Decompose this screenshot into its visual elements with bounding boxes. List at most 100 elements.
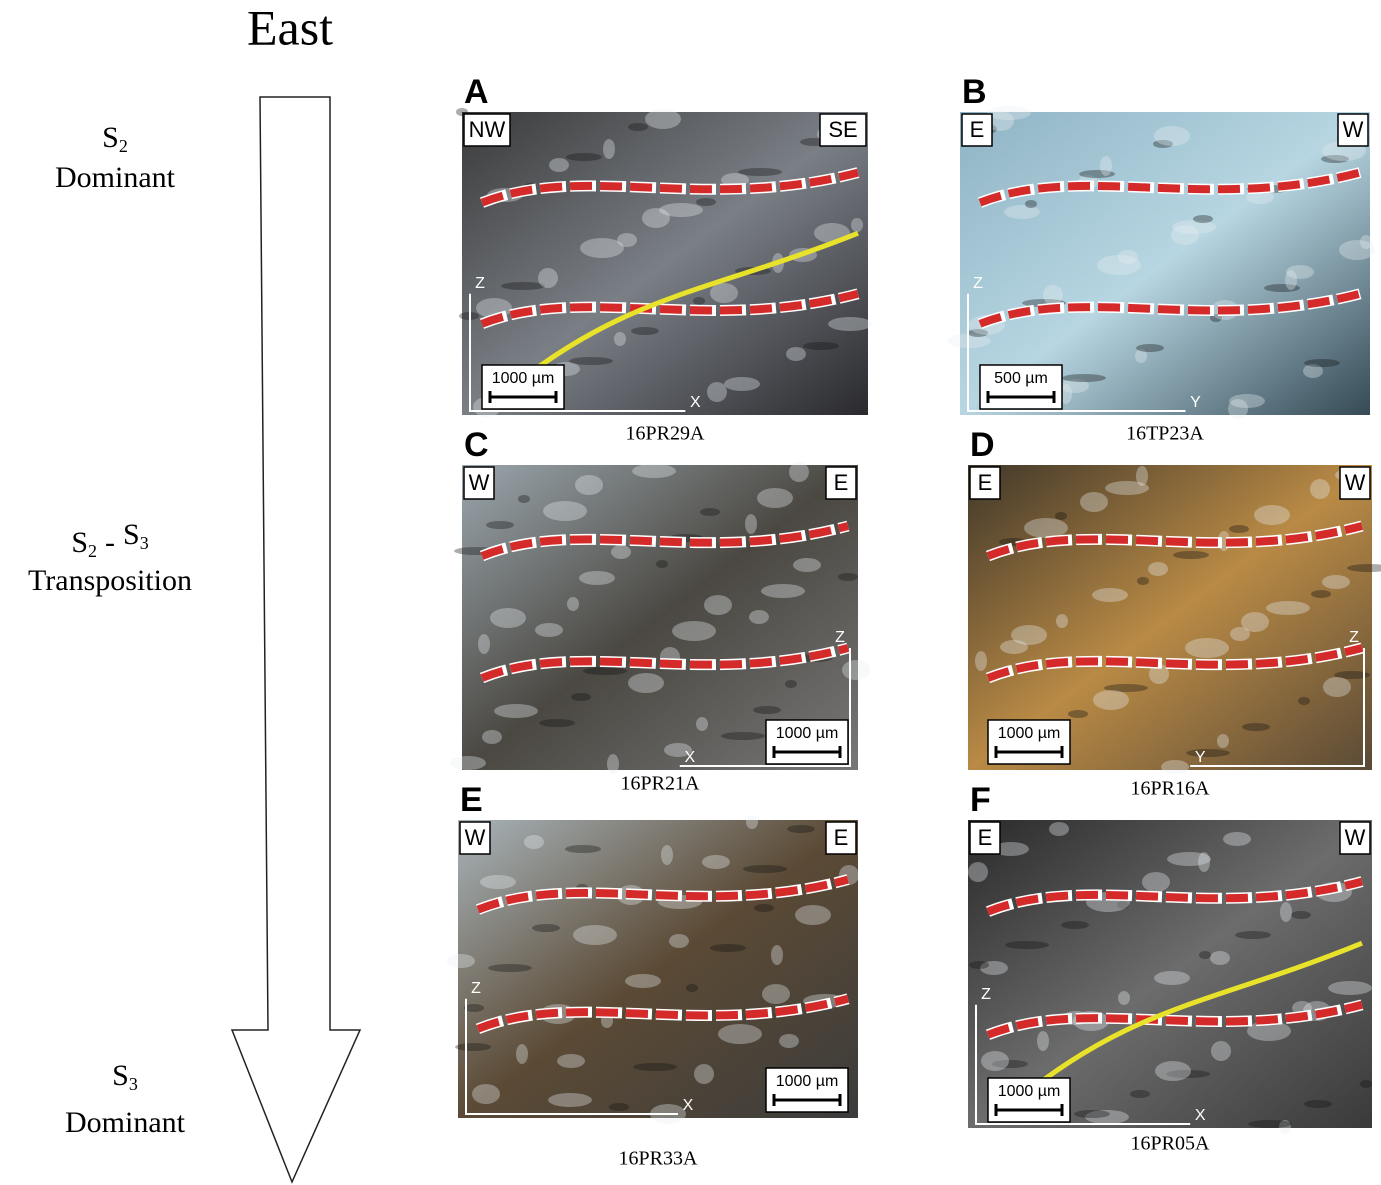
stage-label: Transposition — [28, 564, 192, 597]
sample-label: 16PR33A — [619, 1148, 698, 1170]
grain — [669, 934, 689, 948]
grain — [968, 862, 988, 882]
grain — [603, 139, 615, 159]
orientation-label: W — [1345, 470, 1366, 495]
grain — [539, 719, 575, 727]
grain — [1142, 872, 1170, 892]
stage-symbol: S2 — [102, 121, 128, 156]
grain — [486, 521, 514, 529]
grain — [1080, 492, 1108, 512]
scale-label: 1000 µm — [998, 1083, 1061, 1100]
grain — [1025, 200, 1037, 208]
grain — [633, 1063, 677, 1071]
sample-label: 16PR21A — [621, 773, 700, 795]
grain — [1118, 991, 1130, 1005]
panel-letter: D — [970, 426, 995, 464]
grain — [455, 1043, 491, 1051]
orientation-label: W — [1343, 117, 1364, 142]
grain — [1154, 126, 1190, 146]
grain — [838, 573, 858, 581]
axis-v-label: Z — [471, 980, 481, 997]
grain — [1230, 627, 1250, 641]
stage-label: Dominant — [55, 161, 176, 194]
grain — [1248, 1120, 1292, 1128]
grain — [518, 495, 530, 503]
grain — [501, 282, 545, 290]
grain — [628, 123, 648, 131]
title: East — [247, 0, 333, 55]
grain — [724, 377, 760, 391]
stage-joiner: - — [105, 526, 115, 559]
grain — [718, 1024, 762, 1044]
grain — [450, 756, 486, 770]
grain — [743, 865, 787, 873]
grain — [1000, 640, 1028, 654]
grain — [1161, 760, 1189, 774]
orientation-label: E — [834, 470, 849, 495]
grain — [981, 1051, 1009, 1071]
grain — [987, 106, 1031, 120]
grain — [707, 382, 727, 402]
grain — [538, 268, 558, 288]
grain — [571, 693, 591, 701]
grain — [1311, 590, 1331, 598]
grain — [851, 218, 863, 232]
grain — [488, 964, 532, 972]
grain — [757, 488, 793, 508]
grain — [761, 584, 805, 598]
panel-letter: A — [464, 73, 489, 111]
grain — [738, 168, 782, 176]
grain — [746, 815, 758, 829]
grain — [1229, 394, 1265, 408]
grain — [1068, 710, 1088, 718]
stage-sub: 2 — [88, 541, 97, 561]
panel-letter: E — [460, 781, 483, 819]
grain — [1310, 479, 1330, 499]
grain — [803, 342, 839, 350]
grain — [1254, 505, 1290, 525]
grain — [575, 475, 603, 495]
grain — [1005, 941, 1049, 949]
grain — [656, 560, 668, 568]
grain — [700, 508, 720, 516]
stage-s: S — [102, 121, 119, 154]
orientation-label: SE — [828, 117, 857, 142]
grain — [1037, 1031, 1049, 1051]
grain — [1100, 156, 1112, 176]
grain — [1199, 951, 1211, 959]
grain — [1280, 902, 1292, 922]
grain — [573, 925, 617, 945]
grain — [1304, 359, 1340, 367]
stage-label: Dominant — [65, 1106, 186, 1139]
grain — [494, 704, 538, 718]
axis-v-label: Z — [475, 275, 485, 292]
grain — [482, 730, 502, 744]
grain — [1185, 638, 1229, 658]
grain — [535, 623, 563, 637]
grain — [617, 233, 637, 247]
grain — [975, 651, 987, 671]
grain — [710, 944, 746, 952]
grain — [754, 904, 774, 912]
grain — [549, 158, 569, 172]
grain — [694, 1064, 714, 1084]
scale-label: 1000 µm — [776, 1073, 839, 1090]
grain — [1092, 588, 1128, 602]
axis-h-label: X — [690, 394, 701, 411]
grain — [702, 855, 730, 869]
east-arrow — [232, 97, 360, 1182]
orientation-label: W — [469, 470, 490, 495]
orientation-label: E — [834, 825, 849, 850]
grain — [795, 905, 831, 925]
grain — [753, 706, 781, 714]
grain — [1173, 551, 1209, 559]
stage-sub: 2 — [119, 136, 128, 156]
grain — [696, 717, 708, 731]
grain — [1328, 981, 1372, 995]
grain — [569, 357, 613, 365]
grain — [614, 332, 626, 346]
grain — [1298, 697, 1310, 705]
panel-letter: B — [962, 73, 987, 111]
figure: East S2DominantS2-S3TranspositionS3Domin… — [0, 0, 1381, 1185]
grain — [1043, 285, 1063, 305]
